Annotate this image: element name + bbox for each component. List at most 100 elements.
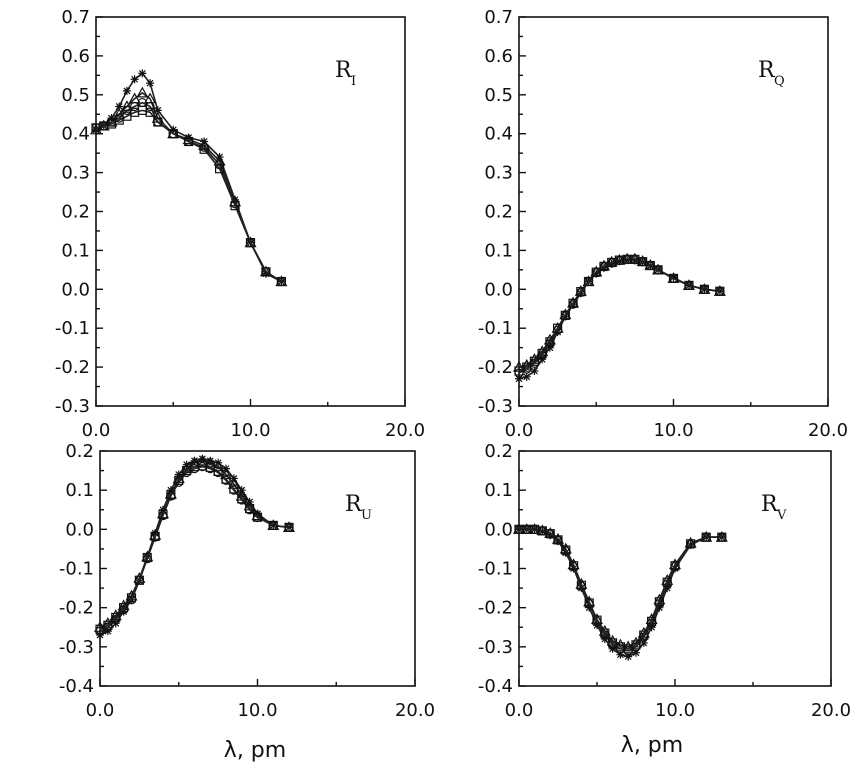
data-point-star xyxy=(122,86,131,95)
y-tick-label: -0.4 xyxy=(478,676,513,697)
data-point-square xyxy=(545,529,555,539)
data-point-triangle xyxy=(182,133,195,145)
data-point-square xyxy=(103,620,113,630)
data-point-square xyxy=(600,628,610,638)
data-point-square xyxy=(284,522,294,532)
panel-label: R xyxy=(335,58,353,83)
x-tick-label: 10.0 xyxy=(230,420,270,441)
data-point-square xyxy=(568,298,578,308)
data-point-square xyxy=(717,532,727,542)
data-point-star xyxy=(632,648,640,657)
y-tick-label: -0.2 xyxy=(55,357,90,378)
data-point-square xyxy=(537,348,547,359)
data-point-square xyxy=(662,577,672,587)
data-point-star xyxy=(623,256,632,265)
panel-label-subscript: Q xyxy=(774,74,785,89)
y-tick-label: 0.1 xyxy=(61,240,90,261)
data-point-square xyxy=(591,267,601,277)
data-point-square xyxy=(639,630,649,640)
series-square xyxy=(95,461,294,634)
data-point-square xyxy=(685,539,696,549)
data-point-square xyxy=(553,323,563,333)
data-point-star xyxy=(261,269,270,278)
y-tick-label: -0.1 xyxy=(55,318,90,339)
data-point-square xyxy=(119,603,129,613)
data-point-square xyxy=(221,474,231,484)
y-tick-label: -0.1 xyxy=(59,559,94,580)
data-point-square xyxy=(145,107,155,117)
y-tick-label: 0.2 xyxy=(61,202,90,223)
data-point-square xyxy=(684,280,694,291)
data-point-star xyxy=(92,125,100,134)
data-point-square xyxy=(245,238,256,248)
data-point-star xyxy=(530,366,539,375)
data-point-square xyxy=(583,276,594,287)
data-point-square xyxy=(522,362,532,372)
series-line-circle xyxy=(99,465,290,632)
x-tick-label: 20.0 xyxy=(808,420,848,441)
data-point-triangle xyxy=(575,577,588,589)
x-tick-label: 0.0 xyxy=(82,420,111,441)
x-tick-label: 10.0 xyxy=(237,700,277,721)
data-point-square xyxy=(199,144,209,154)
data-point-square xyxy=(699,284,710,294)
data-point-square xyxy=(142,552,152,563)
data-point-square xyxy=(670,561,680,571)
data-point-square xyxy=(174,475,184,485)
data-point-star xyxy=(130,75,139,84)
x-tick-label: 0.0 xyxy=(505,420,534,441)
y-tick-label: -0.4 xyxy=(59,676,94,697)
x-tick-label: 10.0 xyxy=(655,700,695,721)
y-tick-label: 0.3 xyxy=(484,163,513,184)
y-tick-label: 0.7 xyxy=(484,7,513,28)
y-tick-label: 0.2 xyxy=(484,202,513,223)
data-point-square xyxy=(134,575,144,585)
y-tick-label: 0.0 xyxy=(65,519,94,540)
data-point-square xyxy=(576,580,587,590)
data-point-square xyxy=(268,520,278,531)
data-point-triangle xyxy=(583,595,596,607)
data-point-square xyxy=(166,490,176,500)
x-tick-label: 20.0 xyxy=(385,420,425,441)
series-line-triangle xyxy=(95,91,282,283)
data-point-square xyxy=(545,337,555,347)
panel-ru: -0.4 -0.3 -0.2 -0.1 0.0 0.1 0.2 0.0 10.0 20.0 R U xyxy=(59,441,435,721)
series-line-star xyxy=(518,259,720,380)
data-point-square xyxy=(158,509,168,520)
y-tick-label: 0.0 xyxy=(484,519,513,540)
panel-rq: -0.3 -0.2 -0.1 0.0 0.1 0.2 0.3 0.4 0.5 0.6 0.7 0.0 1… xyxy=(478,7,848,441)
y-tick-label: -0.1 xyxy=(478,559,513,580)
data-point-star xyxy=(515,374,523,383)
data-point-square xyxy=(715,286,725,296)
data-point-square xyxy=(126,593,137,603)
data-point-square xyxy=(576,287,586,297)
data-point-square xyxy=(701,532,711,542)
data-point-star xyxy=(616,650,625,659)
y-tick-label: 0.5 xyxy=(484,85,513,106)
y-tick-label: 0.3 xyxy=(61,163,90,184)
y-tick-label: -0.3 xyxy=(478,396,513,417)
data-point-star xyxy=(206,456,215,465)
panel-label-subscript: I xyxy=(351,74,356,89)
data-point-triangle xyxy=(590,613,604,625)
y-tick-label: 0.2 xyxy=(65,441,94,462)
data-point-star xyxy=(115,102,124,111)
y-tick-label: -0.2 xyxy=(478,598,513,619)
data-point-star xyxy=(190,456,199,465)
data-point-square xyxy=(261,267,271,277)
series-square xyxy=(514,254,725,376)
panel-ri: -0.3 -0.2 -0.1 0.0 0.1 0.2 0.3 0.4 0.5 0.6 0.7 0.0 1… xyxy=(55,7,425,441)
data-point-square xyxy=(153,117,163,127)
data-point-triangle xyxy=(93,621,107,632)
data-point-square xyxy=(668,273,679,284)
panel-label-subscript: U xyxy=(361,508,372,523)
data-point-star xyxy=(639,638,648,647)
y-tick-label: 0.1 xyxy=(484,480,513,501)
data-point-square xyxy=(215,164,225,174)
data-point-star xyxy=(546,531,555,540)
series-line-square xyxy=(95,109,282,283)
y-tick-label: 0.1 xyxy=(65,480,94,501)
data-point-square xyxy=(653,265,663,275)
data-point-star xyxy=(522,372,531,381)
y-tick-label: 0.4 xyxy=(61,124,90,145)
